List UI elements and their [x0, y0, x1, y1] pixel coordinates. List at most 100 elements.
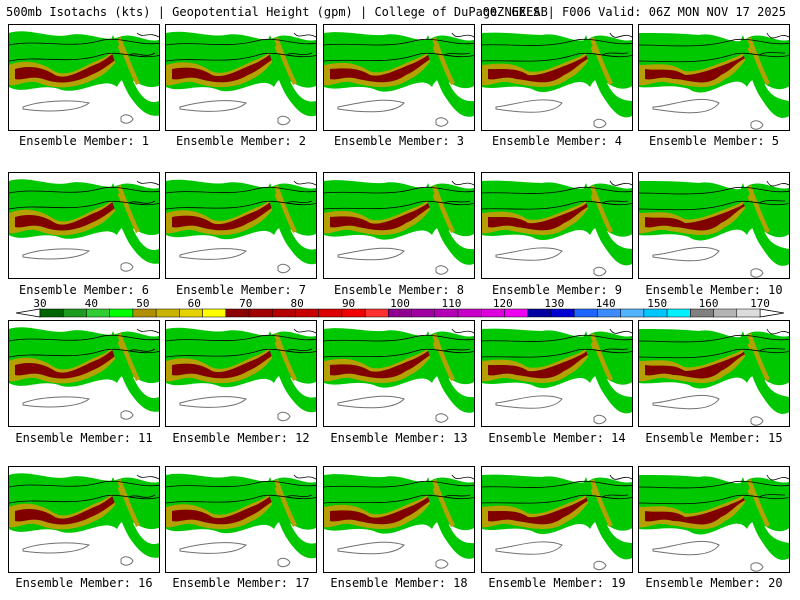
- isotach-map: [639, 32, 789, 130]
- ensemble-member-label: Ensemble Member: 18: [330, 576, 468, 590]
- ensemble-map-panel: [165, 466, 317, 573]
- colorbar-segment: [411, 308, 436, 318]
- ensemble-map-panel: [323, 320, 475, 427]
- colorbar-tick-label: 130: [544, 298, 564, 310]
- isotach-map: [639, 474, 789, 572]
- colorbar-segment: [179, 308, 203, 318]
- ensemble-map-panel: [165, 320, 317, 427]
- colorbar-segment: [550, 308, 575, 318]
- isotach-map: [9, 473, 159, 566]
- colorbar-segment: [690, 308, 714, 318]
- ensemble-member-label: Ensemble Member: 1: [18, 134, 150, 148]
- wind-speed-colorbar: 30 40 50 60 70 80 90 100 110 120 130 140 150 160 170: [15, 298, 785, 318]
- isotach-map: [639, 328, 789, 426]
- isotach-map: [324, 32, 474, 127]
- colorbar-tick-label: 110: [441, 298, 461, 310]
- colorbar-segment: [597, 308, 621, 318]
- colorbar-tick-label: 50: [136, 298, 149, 310]
- colorbar-segment: [248, 308, 273, 318]
- colorbar-segment: [457, 308, 482, 318]
- colorbar-segment: [202, 308, 227, 318]
- colorbar-segment: [666, 308, 691, 318]
- colorbar-segment: [155, 308, 180, 318]
- ensemble-member-label: Ensemble Member: 11: [15, 431, 153, 445]
- ensemble-member-label: Ensemble Member: 10: [645, 283, 783, 297]
- ensemble-map-panel: [481, 320, 633, 427]
- isotach-map: [166, 31, 316, 126]
- isotach-map: [166, 473, 316, 568]
- ensemble-member-label: Ensemble Member: 4: [491, 134, 623, 148]
- colorbar-tick-label: 170: [750, 298, 770, 310]
- ensemble-map-panel: [481, 24, 633, 131]
- colorbar-tick-label: 140: [596, 298, 616, 310]
- ensemble-member-label: Ensemble Member: 8: [333, 283, 465, 297]
- isotach-map: [324, 180, 474, 275]
- colorbar-segment: [86, 308, 110, 318]
- isotach-map: [166, 327, 316, 422]
- colorbar-tick-label: 160: [699, 298, 719, 310]
- ensemble-member-label: Ensemble Member: 15: [645, 431, 783, 445]
- colorbar-segment: [341, 308, 366, 318]
- ensemble-map-panel: [8, 466, 160, 573]
- ensemble-map-panel: [638, 320, 790, 427]
- ensemble-map-panel: [481, 466, 633, 573]
- ensemble-map-panel: [165, 172, 317, 279]
- isotach-map: [9, 327, 159, 420]
- ensemble-member-label: Ensemble Member: 14: [488, 431, 626, 445]
- ensemble-member-label: Ensemble Member: 17: [172, 576, 310, 590]
- ensemble-map-panel: [638, 24, 790, 131]
- colorbar-segment: [109, 308, 134, 318]
- colorbar-segment: [736, 308, 761, 318]
- colorbar-segment: [364, 308, 389, 318]
- ensemble-member-label: Ensemble Member: 2: [175, 134, 307, 148]
- isotach-map: [482, 474, 632, 571]
- colorbar-segment: [713, 308, 738, 318]
- isotach-map: [639, 180, 789, 278]
- ensemble-member-label: Ensemble Member: 7: [175, 283, 307, 297]
- ensemble-map-panel: [8, 172, 160, 279]
- colorbar-tick-label: 70: [239, 298, 252, 310]
- isotach-map: [166, 179, 316, 274]
- colorbar-segment: [225, 308, 250, 318]
- colorbar-tick-label: 80: [291, 298, 304, 310]
- colorbar-segment: [527, 308, 552, 318]
- colorbar-segment: [295, 308, 319, 318]
- colorbar-tick-label: 40: [85, 298, 98, 310]
- colorbar-segment: [272, 308, 296, 318]
- ensemble-member-label: Ensemble Member: 6: [18, 283, 150, 297]
- colorbar-segment: [481, 308, 505, 318]
- colorbar-segment: [388, 308, 412, 318]
- isotach-map: [324, 474, 474, 569]
- map-header-run: 00Z GEFS | F006 Valid: 06Z MON NOV 17 20…: [482, 5, 786, 19]
- isotach-map: [482, 32, 632, 129]
- ensemble-member-label: Ensemble Member: 5: [648, 134, 780, 148]
- ensemble-map-panel: [8, 24, 160, 131]
- isotach-map: [324, 328, 474, 423]
- ensemble-map-panel: [323, 466, 475, 573]
- ensemble-map-panel: [638, 172, 790, 279]
- ensemble-member-label: Ensemble Member: 3: [333, 134, 465, 148]
- isotach-map: [9, 179, 159, 272]
- isotach-map: [482, 328, 632, 425]
- ensemble-member-label: Ensemble Member: 9: [491, 283, 623, 297]
- ensemble-member-label: Ensemble Member: 20: [645, 576, 783, 590]
- ensemble-map-panel: [323, 24, 475, 131]
- colorbar-segment: [132, 308, 157, 318]
- isotach-map: [9, 31, 159, 124]
- colorbar-segment: [39, 308, 64, 318]
- colorbar-segment: [318, 308, 343, 318]
- ensemble-map-panel: [481, 172, 633, 279]
- isotach-map: [482, 180, 632, 277]
- colorbar-segment: [62, 308, 87, 318]
- ensemble-member-label: Ensemble Member: 19: [488, 576, 626, 590]
- colorbar-right-arrow: [759, 308, 785, 318]
- ensemble-member-label: Ensemble Member: 13: [330, 431, 468, 445]
- colorbar-segment: [643, 308, 668, 318]
- colorbar-tick-label: 30: [33, 298, 46, 310]
- ensemble-map-panel: [323, 172, 475, 279]
- colorbar-segment: [504, 308, 528, 318]
- ensemble-map-panel: [165, 24, 317, 131]
- colorbar-tick-label: 100: [390, 298, 410, 310]
- colorbar-segment: [573, 308, 598, 318]
- colorbar-tick-label: 120: [493, 298, 513, 310]
